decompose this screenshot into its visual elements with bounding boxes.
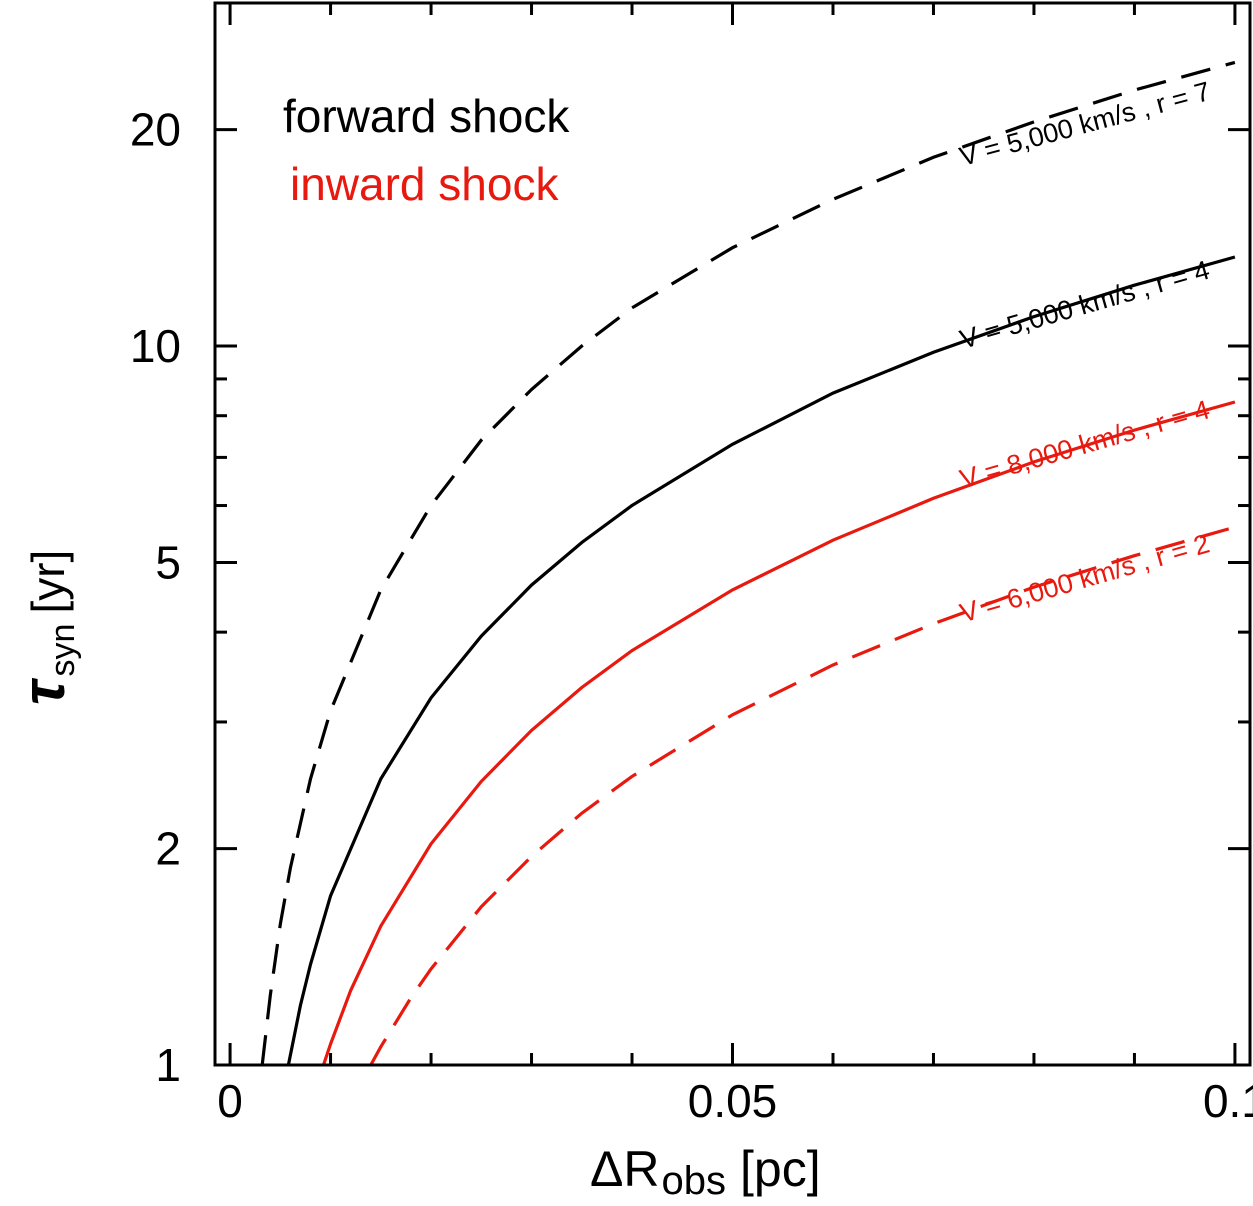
x-axis-label-unit: [pc]	[740, 1141, 821, 1197]
x-tick-label-2: 0.1	[1203, 1075, 1253, 1127]
y-tick-label-1: 2	[155, 823, 181, 875]
series-label-0: V = 5,000 km/s , r = 7	[956, 76, 1213, 172]
y-tick-label-3: 10	[130, 320, 181, 372]
axes-layer	[213, 1, 1252, 1067]
tick-label-layer: 0 0.05 0.1 1 2 5 10 20	[130, 104, 1253, 1127]
y-axis-label: τsyn [yr]	[10, 550, 82, 705]
y-axis-label-main: τ	[10, 677, 77, 705]
y-tick-label-4: 20	[130, 104, 181, 156]
annotation-layer: V = 5,000 km/s , r = 7 V = 5,000 km/s , r…	[956, 76, 1213, 628]
legend-inward-shock: inward shock	[290, 158, 559, 210]
x-axis-label-sub: obs	[662, 1159, 727, 1203]
legend: forward shock inward shock	[283, 90, 570, 210]
legend-forward-shock: forward shock	[283, 90, 570, 142]
x-axis-label: ΔRobs [pc]	[590, 1141, 821, 1203]
series-label-2: V = 8,000 km/s , r = 4	[957, 394, 1213, 494]
series-layer	[260, 60, 1236, 1066]
x-tick-label-1: 0.05	[688, 1075, 778, 1127]
y-axis-label-sub: syn	[44, 624, 82, 677]
series-line-3	[369, 525, 1236, 1066]
y-tick-label-2: 5	[155, 536, 181, 588]
series-line-1	[286, 255, 1236, 1066]
series-line-0	[260, 60, 1236, 1066]
x-tick-label-0: 0	[217, 1075, 243, 1127]
series-label-3: V = 6,000 km/s , r = 2	[957, 528, 1213, 628]
y-tick-label-0: 1	[155, 1039, 181, 1091]
y-axis-label-unit: [yr]	[22, 550, 74, 614]
series-line-2	[321, 400, 1236, 1066]
x-axis-label-main: ΔR	[590, 1141, 660, 1197]
series-label-1: V = 5,000 km/s , r = 4	[957, 255, 1213, 355]
